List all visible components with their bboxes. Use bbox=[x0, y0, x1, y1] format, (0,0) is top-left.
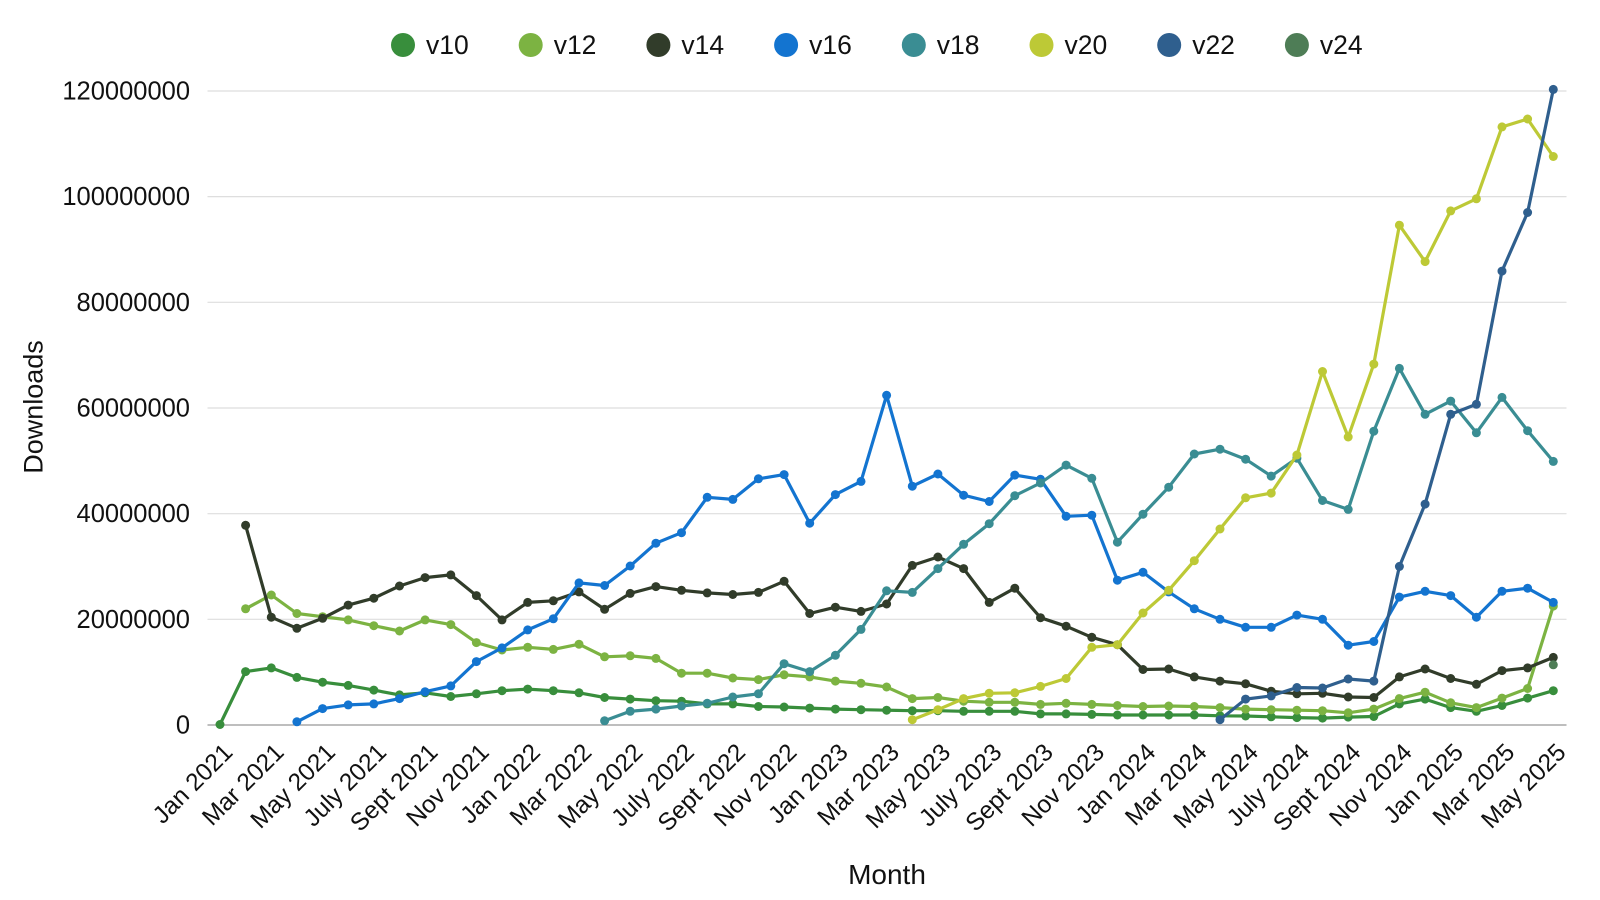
svg-text:80000000: 80000000 bbox=[77, 289, 190, 317]
svg-text:0: 0 bbox=[176, 712, 190, 740]
svg-text:40000000: 40000000 bbox=[77, 500, 190, 528]
svg-text:120000000: 120000000 bbox=[62, 78, 190, 106]
svg-text:v10: v10 bbox=[426, 30, 469, 60]
svg-text:v24: v24 bbox=[1320, 30, 1363, 60]
svg-text:v18: v18 bbox=[937, 30, 980, 60]
svg-text:v12: v12 bbox=[554, 30, 597, 60]
svg-text:v20: v20 bbox=[1065, 30, 1108, 60]
svg-text:Downloads: Downloads bbox=[19, 340, 49, 474]
svg-text:20000000: 20000000 bbox=[77, 606, 190, 634]
svg-text:v14: v14 bbox=[681, 30, 724, 60]
svg-text:60000000: 60000000 bbox=[77, 395, 190, 423]
svg-text:100000000: 100000000 bbox=[62, 183, 190, 211]
svg-text:v16: v16 bbox=[809, 30, 852, 60]
svg-text:v22: v22 bbox=[1192, 30, 1235, 60]
svg-text:Month: Month bbox=[848, 859, 926, 890]
